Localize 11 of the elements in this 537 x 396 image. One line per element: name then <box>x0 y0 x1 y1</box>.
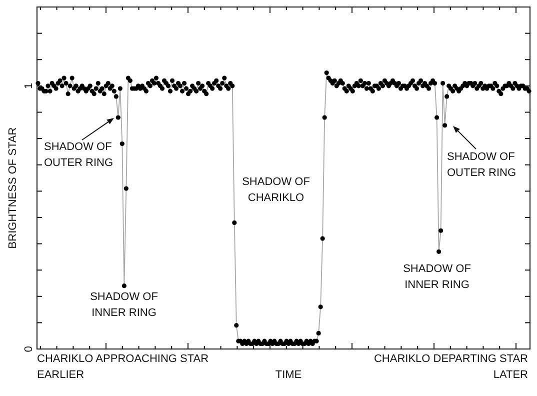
x-axis-title: TIME <box>275 369 302 381</box>
annotation: SHADOW OF OUTER RING <box>44 141 114 169</box>
annotation: SHADOW OF CHARIKLO <box>242 176 310 204</box>
text: CHARIKLO APPROACHING STAR EARLIER <box>37 353 209 381</box>
annotation: SHADOW OF INNER RING <box>403 263 472 291</box>
annotation: SHADOW OF OUTER RING <box>447 151 516 179</box>
y-axis-title: BRIGHTNESS OF STAR <box>7 127 19 249</box>
annotation: SHADOW OF INNER RING <box>90 291 158 319</box>
text: CHARIKLO DEPARTING STAR LATER <box>374 353 528 381</box>
y-tick-label: 1 <box>23 82 35 89</box>
y-tick-label: 0 <box>23 346 35 352</box>
